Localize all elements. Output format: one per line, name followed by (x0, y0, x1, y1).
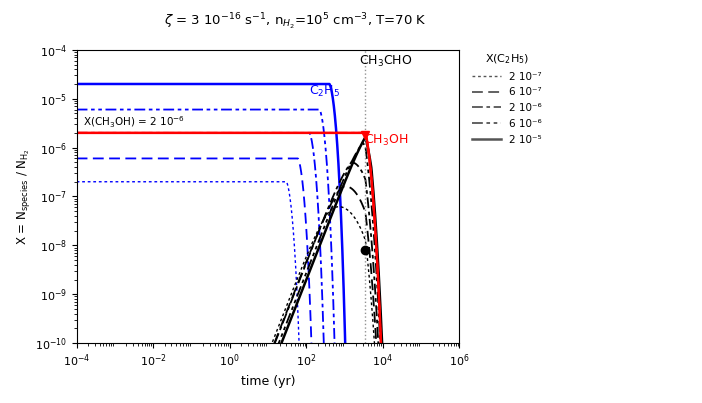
Text: X(CH$_3$OH) = 2 10$^{-6}$: X(CH$_3$OH) = 2 10$^{-6}$ (84, 114, 185, 129)
Text: $\zeta$ = 3 10$^{-16}$ s$^{-1}$, n$_{H_2}$=10$^5$ cm$^{-3}$, T=70 K: $\zeta$ = 3 10$^{-16}$ s$^{-1}$, n$_{H_2… (164, 12, 426, 32)
Text: C$_2$H$_5$: C$_2$H$_5$ (309, 84, 340, 99)
X-axis label: time (yr): time (yr) (241, 375, 296, 388)
Text: CH$_3$OH: CH$_3$OH (364, 133, 408, 148)
Legend: 2 10⁻⁷, 6 10⁻⁷, 2 10⁻⁶, 6 10⁻⁶, 2 10⁻⁵: 2 10⁻⁷, 6 10⁻⁷, 2 10⁻⁶, 6 10⁻⁶, 2 10⁻⁵ (468, 49, 545, 147)
Text: CH$_3$CHO: CH$_3$CHO (359, 54, 413, 69)
Y-axis label: X = N$_{\rm species}$ / N$_{\rm H_2}$: X = N$_{\rm species}$ / N$_{\rm H_2}$ (15, 148, 32, 245)
